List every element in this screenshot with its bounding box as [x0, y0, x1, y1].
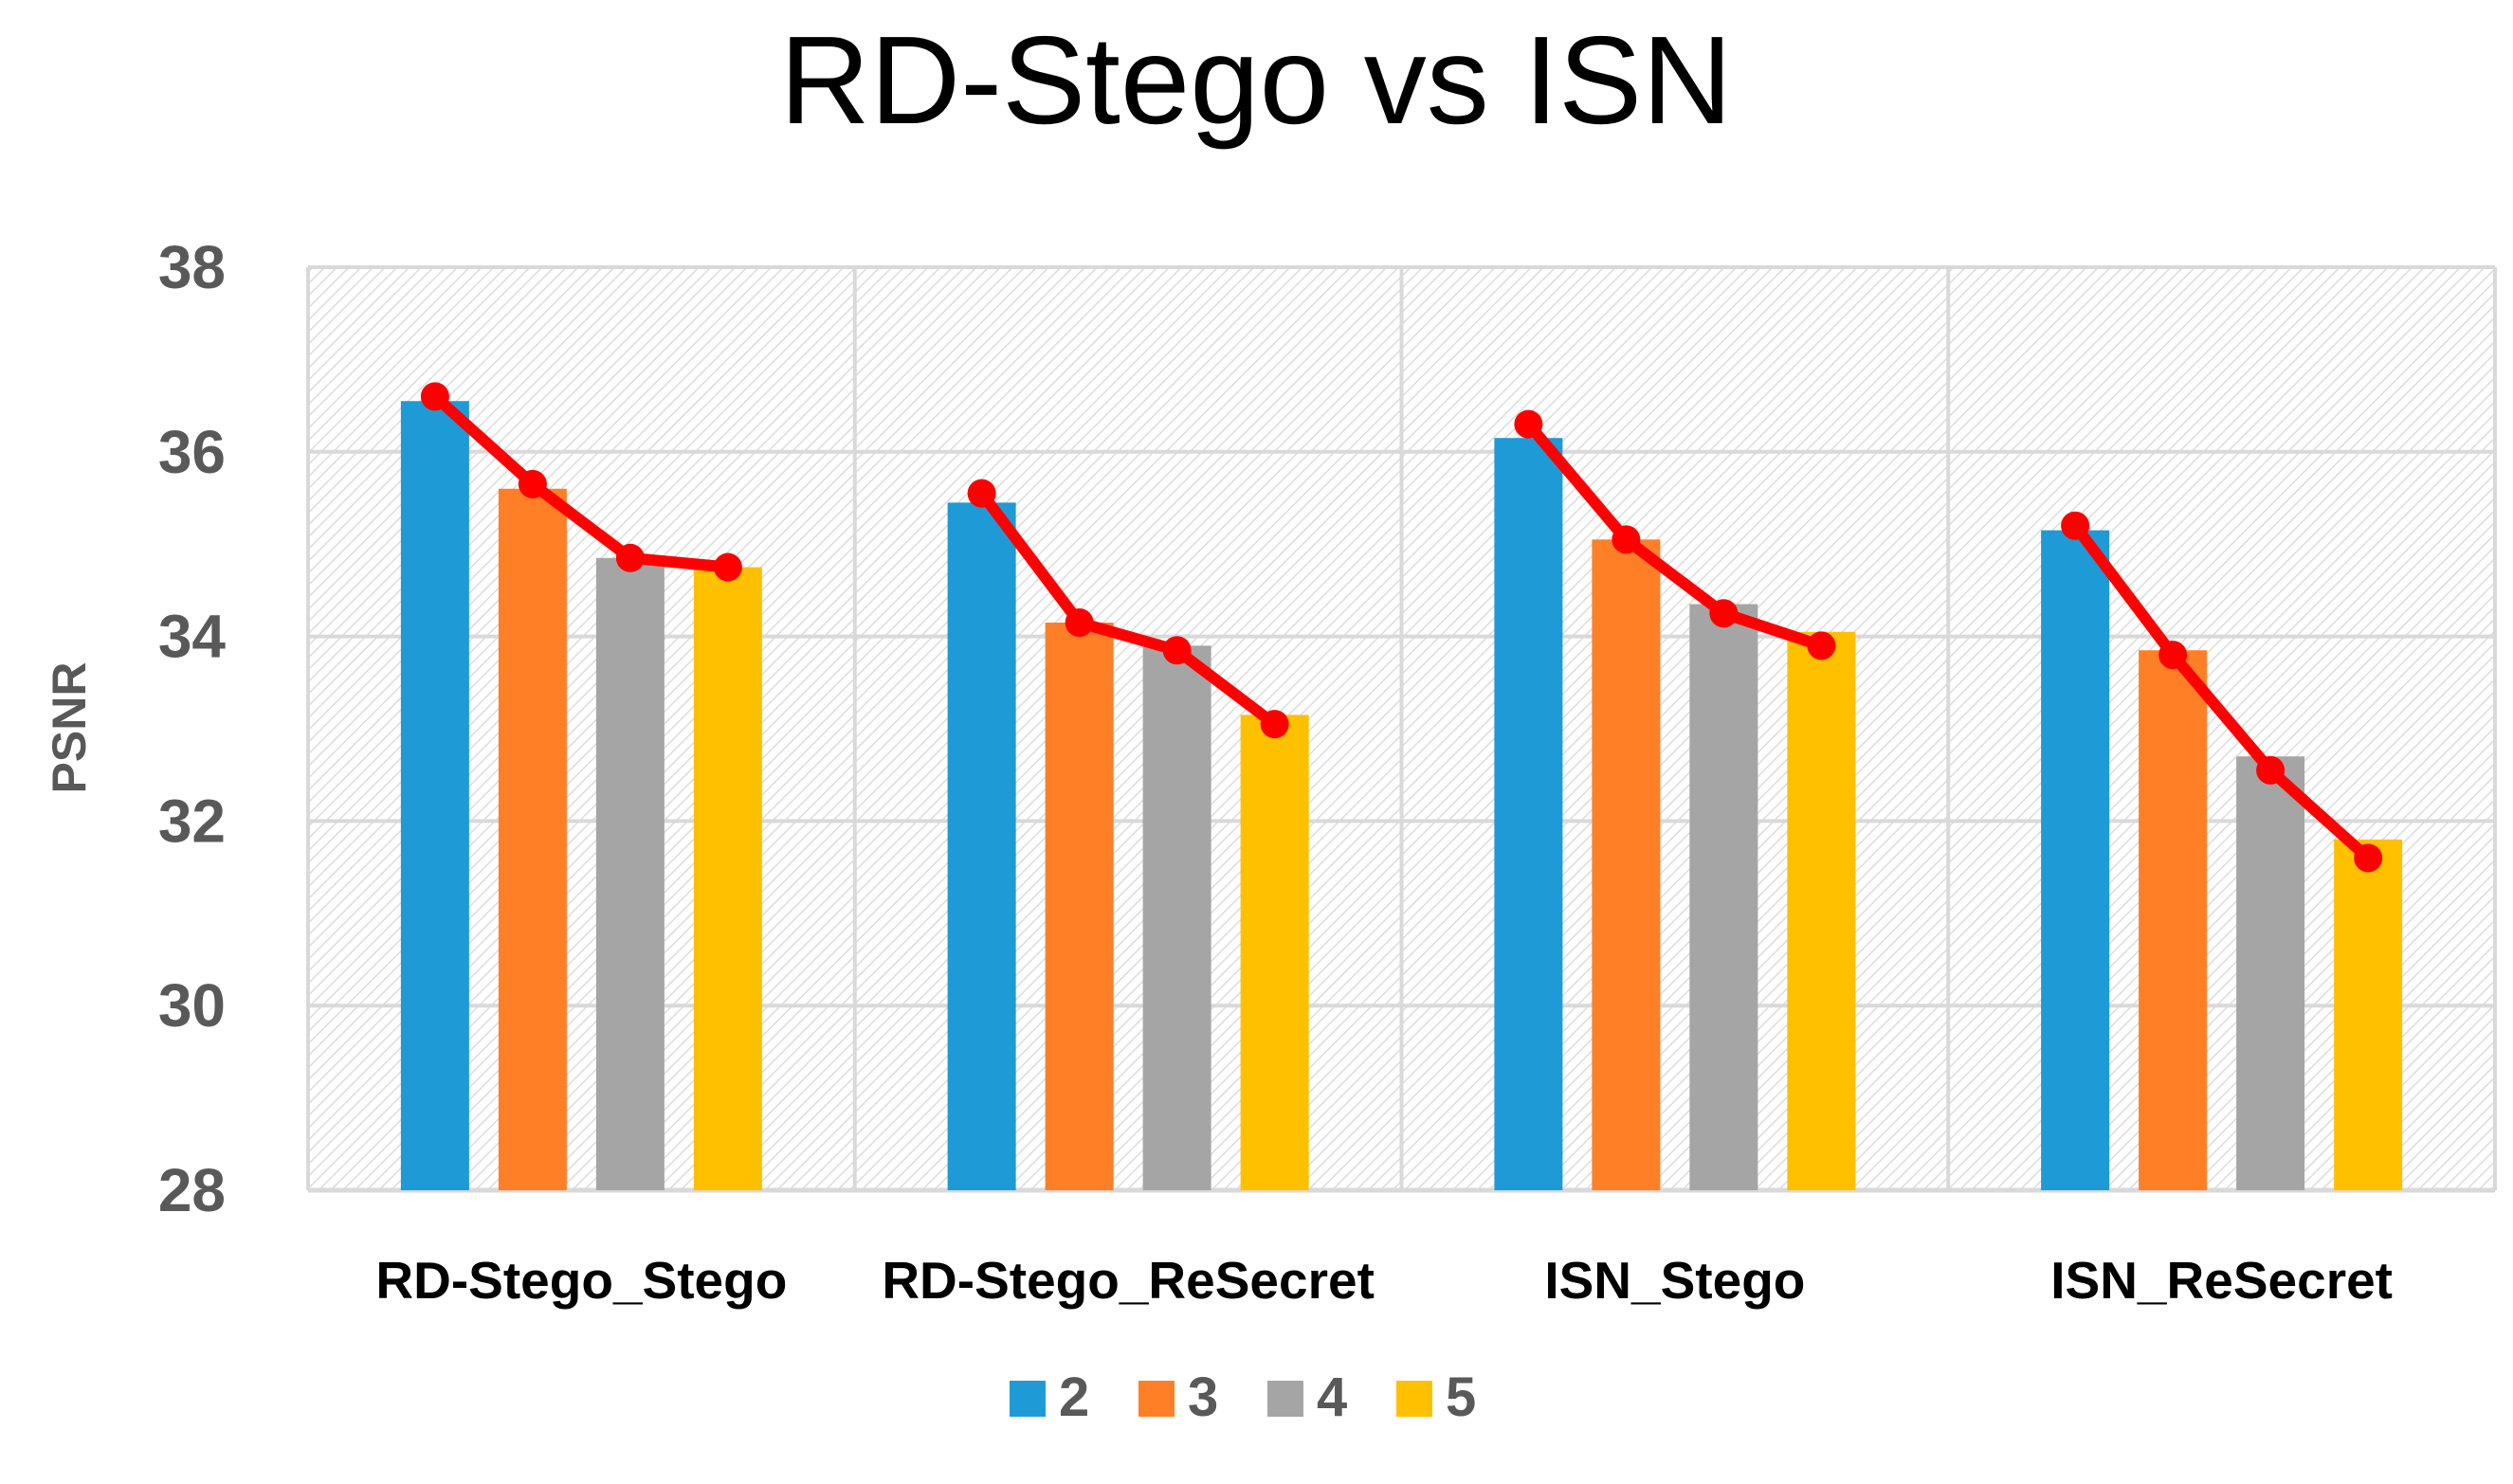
legend-swatch-4 [1267, 1381, 1303, 1417]
x-tick-label-ISN_Stego: ISN_Stego [1544, 1251, 1805, 1310]
legend-swatch-5 [1396, 1381, 1432, 1417]
bar-RD-Stego_Stego-series-5 [693, 567, 762, 1190]
x-tick-label-ISN_ReSecret: ISN_ReSecret [2050, 1251, 2393, 1310]
trend-marker-ISN_ReSecret-4 [2256, 755, 2285, 785]
bar-ISN_ReSecret-series-2 [2041, 530, 2110, 1190]
legend-swatch-3 [1138, 1381, 1175, 1417]
trend-marker-RD-Stego_ReSecret-5 [1260, 710, 1289, 739]
bars [400, 401, 2403, 1191]
bar-RD-Stego_ReSecret-series-5 [1240, 715, 1309, 1190]
legend: 2 3 4 5 [1010, 1366, 1476, 1428]
legend-label-3: 3 [1188, 1366, 1218, 1428]
bar-RD-Stego_Stego-series-3 [498, 488, 567, 1190]
trend-line-RD-Stego_ReSecret [975, 487, 1281, 731]
y-tick-label-30: 30 [158, 971, 226, 1040]
trend-line-ISN_Stego [1522, 418, 1828, 652]
bar-ISN_Stego-series-4 [1689, 604, 1758, 1190]
trend-marker-ISN_Stego-2 [1514, 409, 1543, 439]
bar-RD-Stego_Stego-series-4 [595, 557, 665, 1190]
trend-marker-ISN_Stego-4 [1709, 599, 1739, 628]
bar-ISN_Stego-series-3 [1592, 539, 1661, 1190]
y-axis-title: PSNR [43, 662, 96, 794]
legend-label-2: 2 [1059, 1366, 1089, 1428]
y-tick-label-32: 32 [158, 787, 226, 855]
bar-ISN_Stego-series-5 [1787, 631, 1856, 1190]
bar-ISN_ReSecret-series-4 [2236, 756, 2305, 1190]
trend-marker-ISN_Stego-5 [1807, 631, 1836, 661]
bar-RD-Stego_ReSecret-series-3 [1045, 622, 1114, 1190]
grid-lines [306, 265, 2497, 1193]
legend-swatch-2 [1010, 1381, 1046, 1417]
trend-marker-RD-Stego_Stego-2 [420, 382, 449, 411]
trend-marker-RD-Stego_Stego-5 [713, 552, 742, 582]
x-tick-label-RD-Stego_Stego: RD-Stego_Stego [375, 1251, 787, 1310]
legend-label-5: 5 [1446, 1366, 1476, 1428]
trend-marker-ISN_ReSecret-3 [2158, 641, 2188, 670]
trend-marker-RD-Stego_ReSecret-3 [1065, 607, 1094, 637]
bar-RD-Stego_ReSecret-series-4 [1142, 645, 1211, 1190]
trend-marker-RD-Stego_Stego-4 [615, 543, 645, 572]
trend-marker-ISN_ReSecret-2 [2061, 511, 2090, 540]
trend-marker-ISN_ReSecret-5 [2354, 843, 2383, 873]
trend-line-RD-Stego_Stego [428, 390, 734, 573]
bar-ISN_Stego-series-2 [1494, 438, 1563, 1190]
trend-lines [420, 382, 2383, 873]
trend-marker-ISN_Stego-3 [1612, 525, 1641, 554]
y-tick-label-28: 28 [158, 1156, 226, 1224]
legend-label-4: 4 [1317, 1366, 1347, 1428]
y-tick-label-38: 38 [158, 233, 226, 301]
axis-labels: 28 30 32 34 36 38 RD-Stego_Stego RD-Stego_ReSec… [158, 233, 2393, 1310]
bar-ISN_ReSecret-series-3 [2139, 650, 2208, 1190]
chart-title: RD-Stego vs ISN [780, 10, 1733, 150]
bar-RD-Stego_ReSecret-series-2 [947, 502, 1016, 1190]
y-tick-label-34: 34 [158, 603, 227, 671]
x-tick-label-RD-Stego_ReSecret: RD-Stego_ReSecret [882, 1251, 1375, 1310]
trend-marker-RD-Stego_Stego-3 [518, 469, 547, 498]
trend-line-ISN_ReSecret [2069, 519, 2375, 864]
bar-ISN_ReSecret-series-5 [2334, 839, 2403, 1190]
y-tick-label-36: 36 [158, 418, 226, 486]
bar-RD-Stego_Stego-series-2 [400, 401, 469, 1191]
trend-marker-RD-Stego_ReSecret-2 [967, 479, 996, 508]
trend-marker-RD-Stego_ReSecret-4 [1162, 636, 1192, 665]
